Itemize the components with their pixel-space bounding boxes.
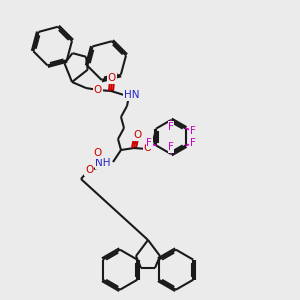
Text: HN: HN xyxy=(124,90,140,100)
Text: O: O xyxy=(85,165,93,175)
Text: O: O xyxy=(94,148,102,158)
Text: F: F xyxy=(168,122,174,132)
Text: O: O xyxy=(94,85,102,95)
Text: F: F xyxy=(190,139,196,148)
Text: F: F xyxy=(168,142,174,152)
Text: O: O xyxy=(133,130,141,140)
Text: O: O xyxy=(108,73,116,83)
Text: O: O xyxy=(144,143,152,153)
Text: F: F xyxy=(190,125,196,136)
Text: NH: NH xyxy=(95,158,111,168)
Text: F: F xyxy=(146,139,152,148)
